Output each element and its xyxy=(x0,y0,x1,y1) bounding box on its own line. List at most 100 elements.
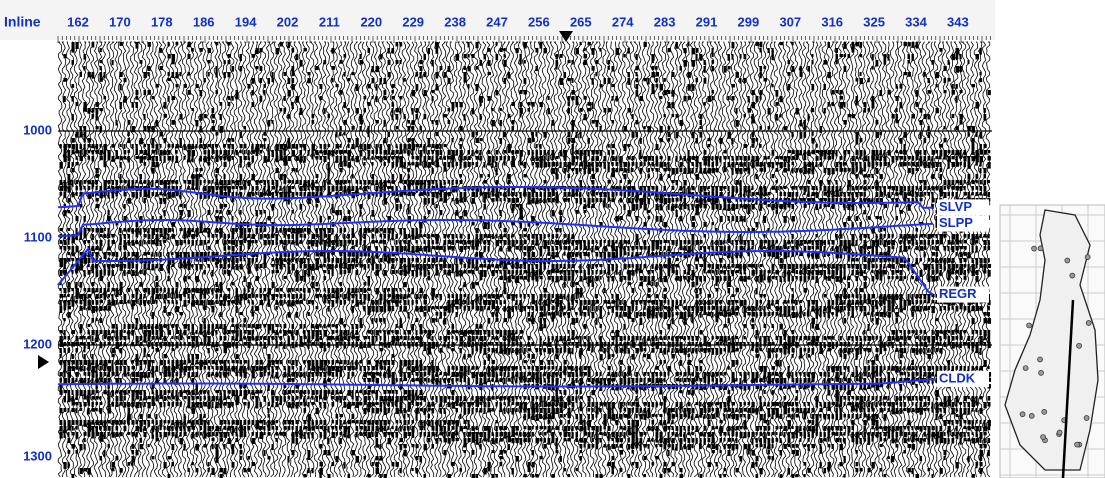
lobe xyxy=(532,138,535,142)
lobe xyxy=(376,432,379,437)
lobe xyxy=(368,144,371,149)
lobe xyxy=(396,60,399,64)
lobe xyxy=(68,144,71,148)
lobe xyxy=(568,234,570,241)
lobe xyxy=(200,432,202,436)
lobe xyxy=(580,342,582,347)
lobe xyxy=(420,60,423,64)
lobe xyxy=(412,162,415,165)
lobe xyxy=(184,294,186,297)
lobe xyxy=(224,444,226,449)
lobe xyxy=(536,234,538,240)
lobe xyxy=(412,372,414,375)
lobe xyxy=(68,288,71,292)
lobe xyxy=(412,180,415,185)
lobe xyxy=(556,228,559,232)
lobe xyxy=(72,270,74,274)
lobe xyxy=(528,354,530,358)
lobe xyxy=(540,432,542,435)
lobe xyxy=(496,42,498,46)
lobe xyxy=(172,378,174,383)
lobe xyxy=(616,306,619,310)
lobe xyxy=(300,60,303,67)
lobe xyxy=(60,378,62,383)
lobe xyxy=(512,372,515,378)
lobe xyxy=(348,210,351,214)
lobe xyxy=(512,408,515,415)
lobe xyxy=(416,360,419,367)
lobe xyxy=(508,114,511,118)
lobe xyxy=(356,144,359,147)
lobe xyxy=(272,330,275,333)
lobe xyxy=(512,234,514,237)
lobe xyxy=(572,408,574,411)
lobe xyxy=(328,228,331,233)
lobe xyxy=(204,414,206,418)
lobe xyxy=(232,444,235,451)
lobe xyxy=(548,156,550,161)
lobe xyxy=(456,294,458,301)
lobe xyxy=(244,150,246,154)
lobe xyxy=(168,276,170,281)
lobe xyxy=(580,192,582,197)
lobe xyxy=(620,438,623,442)
lobe xyxy=(408,144,411,149)
lobe xyxy=(388,234,390,241)
lobe xyxy=(396,396,399,402)
lobe xyxy=(100,186,103,191)
lobe xyxy=(508,378,511,382)
lobe xyxy=(528,198,531,205)
lobe xyxy=(396,156,399,162)
lobe xyxy=(84,432,87,436)
lobe xyxy=(492,378,494,382)
lobe xyxy=(204,270,206,275)
lobe xyxy=(160,336,162,340)
lobe xyxy=(276,336,278,342)
lobe xyxy=(156,240,159,246)
lobe xyxy=(120,72,123,77)
lobe xyxy=(496,336,499,341)
lobe xyxy=(536,162,540,168)
lobe xyxy=(464,372,467,379)
lobe xyxy=(296,330,299,335)
lobe xyxy=(92,108,95,113)
lobe xyxy=(476,438,479,445)
lobe xyxy=(292,252,294,258)
lobe xyxy=(520,90,523,94)
lobe xyxy=(188,402,191,408)
lobe xyxy=(620,378,623,384)
lobe xyxy=(488,300,491,305)
lobe xyxy=(268,324,272,330)
lobe xyxy=(504,240,507,245)
lobe xyxy=(160,390,163,396)
lobe xyxy=(468,162,471,167)
lobe xyxy=(548,198,551,202)
lobe xyxy=(356,240,358,247)
lobe xyxy=(224,204,228,207)
lobe xyxy=(556,264,559,270)
lobe xyxy=(140,240,142,246)
lobe xyxy=(108,180,111,184)
lobe xyxy=(320,366,323,371)
lobe xyxy=(124,228,127,232)
lobe xyxy=(384,78,387,84)
lobe xyxy=(184,156,186,160)
lobe xyxy=(352,264,355,269)
lobe xyxy=(224,144,226,148)
lobe xyxy=(196,234,199,237)
lobe xyxy=(352,330,354,336)
lobe xyxy=(216,264,218,268)
lobe xyxy=(244,228,247,234)
lobe xyxy=(432,444,434,449)
lobe xyxy=(220,426,222,431)
lobe xyxy=(276,306,278,310)
lobe xyxy=(596,168,599,172)
lobe xyxy=(484,378,487,384)
lobe xyxy=(584,336,586,339)
lobe xyxy=(96,378,99,383)
lobe xyxy=(180,264,183,268)
lobe xyxy=(484,372,487,378)
lobe xyxy=(276,402,279,407)
lobe xyxy=(176,330,180,334)
lobe xyxy=(332,366,335,371)
